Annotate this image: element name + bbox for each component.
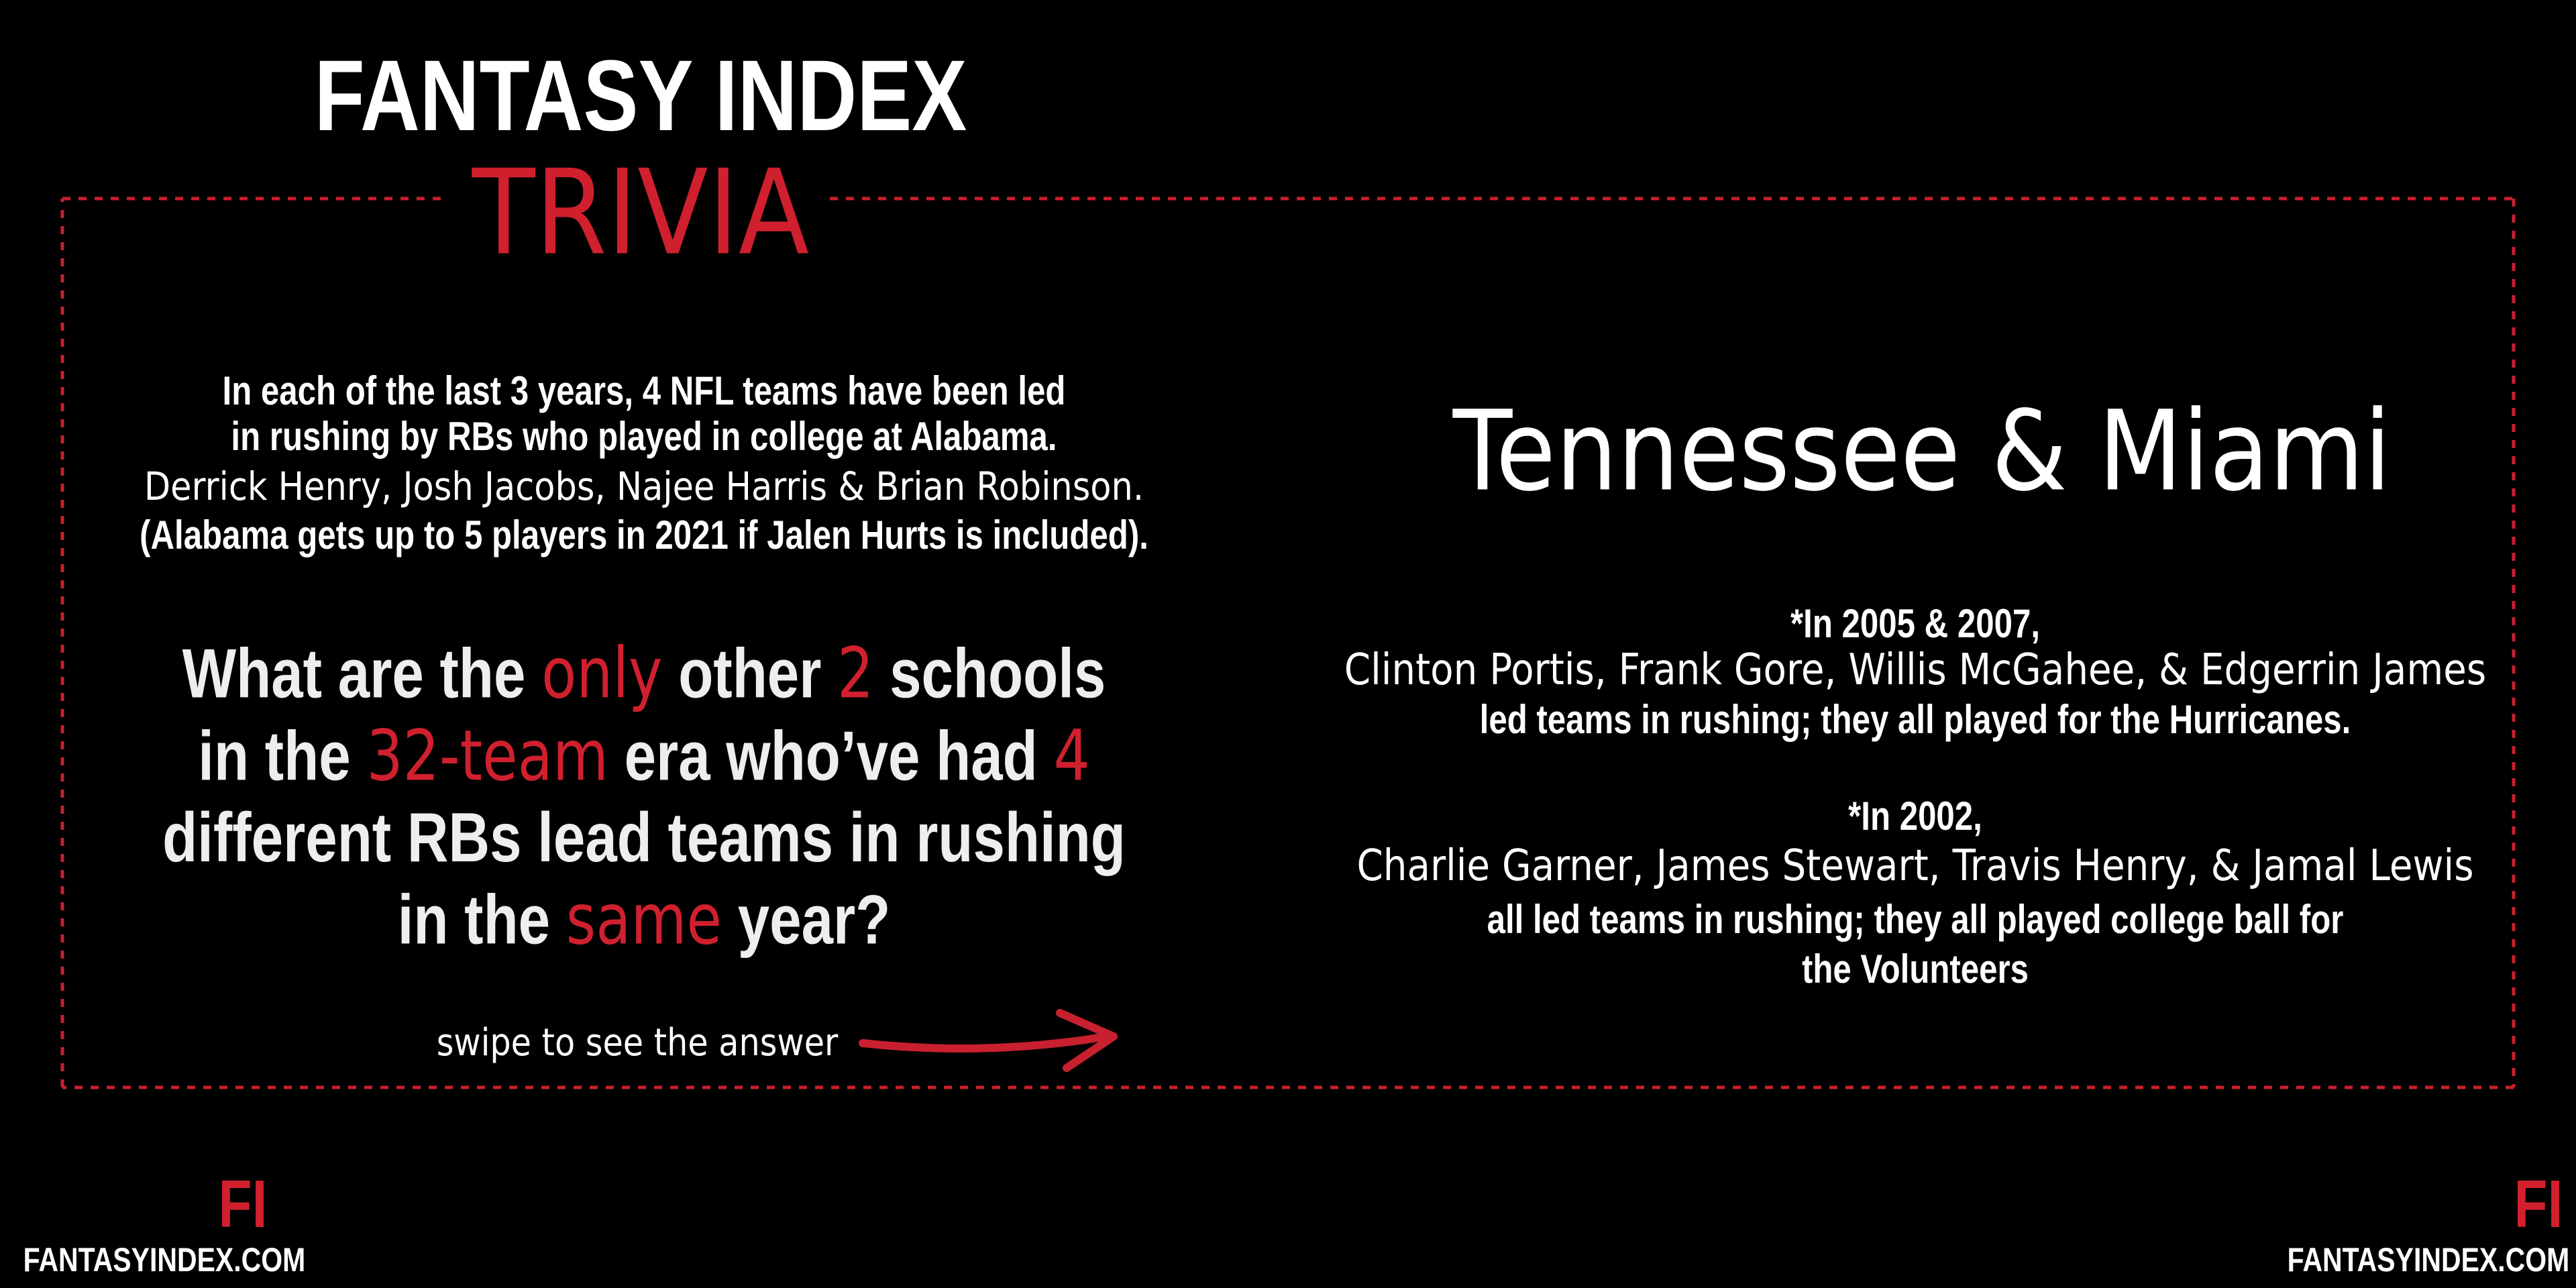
question-segment: only bbox=[541, 632, 663, 714]
intro-line: in rushing by RBs who played in college … bbox=[231, 414, 1057, 459]
note-names: Charlie Garner, James Stewart, Travis He… bbox=[1356, 841, 2474, 891]
logo: FI bbox=[218, 1167, 268, 1242]
subtitle: TRIVIA bbox=[472, 145, 810, 282]
note-text: all led teams in rushing; they all playe… bbox=[1487, 897, 2344, 942]
title: FANTASY INDEX bbox=[314, 39, 967, 152]
logo: FI bbox=[2514, 1167, 2563, 1242]
answer: Tennessee & Miami bbox=[1452, 386, 2392, 516]
note-text: the Volunteers bbox=[1801, 947, 2029, 991]
question-line: What are the only other 2 schools bbox=[182, 639, 1106, 709]
question-segment: schools bbox=[873, 635, 1106, 713]
question-line: different RBs lead teams in rushing bbox=[162, 803, 1126, 873]
intro-line: (Alabama gets up to 5 players in 2021 if… bbox=[140, 513, 1148, 557]
site-url: FANTASYINDEX.COM bbox=[23, 1241, 306, 1279]
question-segment: other bbox=[662, 635, 838, 713]
question-segment: in the bbox=[198, 717, 367, 796]
question-segment: What are the bbox=[182, 635, 542, 713]
question-segment: 4 bbox=[1053, 714, 1090, 797]
note-text: led teams in rushing; they all played fo… bbox=[1479, 697, 2351, 742]
note-names: Clinton Portis, Frank Gore, Willis McGah… bbox=[1344, 645, 2487, 695]
question-segment: same bbox=[566, 878, 722, 961]
question-segment: different RBs lead teams in rushing bbox=[162, 799, 1126, 877]
question-segment: era who’ve had bbox=[608, 717, 1054, 796]
question-segment: year? bbox=[722, 881, 891, 959]
intro-names: Derrick Henry, Josh Jacobs, Najee Harris… bbox=[144, 464, 1144, 509]
intro-line: In each of the last 3 years, 4 NFL teams… bbox=[222, 368, 1066, 413]
note-lead: *In 2005 & 2007, bbox=[1790, 601, 2040, 646]
swipe-hint: swipe to see the answer bbox=[436, 1021, 839, 1065]
swipe-arrow bbox=[859, 1009, 1118, 1072]
question-line: in the 32-team era who’ve had 4 bbox=[198, 721, 1089, 792]
question-segment: in the bbox=[397, 881, 566, 959]
note-lead: *In 2002, bbox=[1848, 794, 1982, 839]
site-url: FANTASYINDEX.COM bbox=[2287, 1241, 2570, 1279]
question-segment: 2 bbox=[837, 632, 874, 714]
question-line: in the same year? bbox=[398, 885, 891, 955]
question-segment: 32-team bbox=[366, 714, 608, 797]
